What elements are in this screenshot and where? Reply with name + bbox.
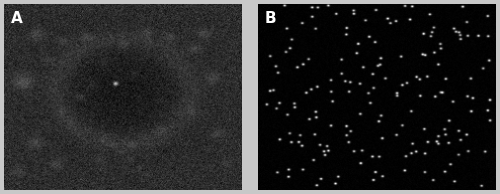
- Text: B: B: [264, 11, 276, 26]
- Text: A: A: [11, 11, 23, 26]
